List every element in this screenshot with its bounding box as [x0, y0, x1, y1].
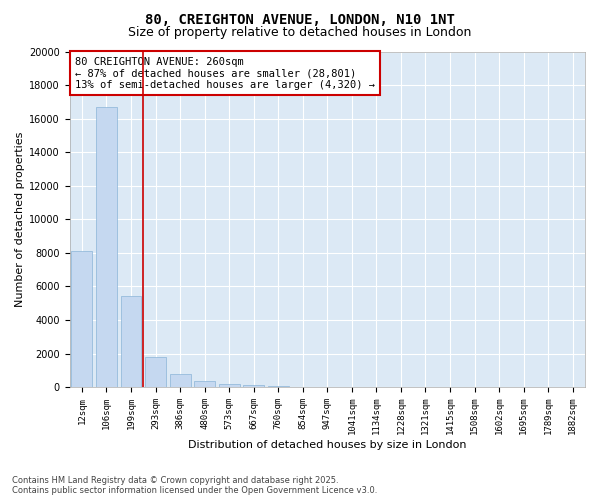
- Bar: [71, 251, 92, 387]
- Text: Contains HM Land Registry data © Crown copyright and database right 2025.
Contai: Contains HM Land Registry data © Crown c…: [12, 476, 377, 495]
- Text: Size of property relative to detached houses in London: Size of property relative to detached ho…: [128, 26, 472, 39]
- Bar: [219, 384, 239, 387]
- Y-axis label: Number of detached properties: Number of detached properties: [15, 132, 25, 307]
- Bar: [243, 384, 264, 387]
- X-axis label: Distribution of detached houses by size in London: Distribution of detached houses by size …: [188, 440, 467, 450]
- Text: 80, CREIGHTON AVENUE, LONDON, N10 1NT: 80, CREIGHTON AVENUE, LONDON, N10 1NT: [145, 12, 455, 26]
- Text: 80 CREIGHTON AVENUE: 260sqm
← 87% of detached houses are smaller (28,801)
13% of: 80 CREIGHTON AVENUE: 260sqm ← 87% of det…: [75, 56, 375, 90]
- Bar: [121, 296, 142, 387]
- Bar: [170, 374, 191, 387]
- Bar: [268, 386, 289, 387]
- Bar: [145, 357, 166, 387]
- Bar: [194, 381, 215, 387]
- Bar: [96, 107, 117, 387]
